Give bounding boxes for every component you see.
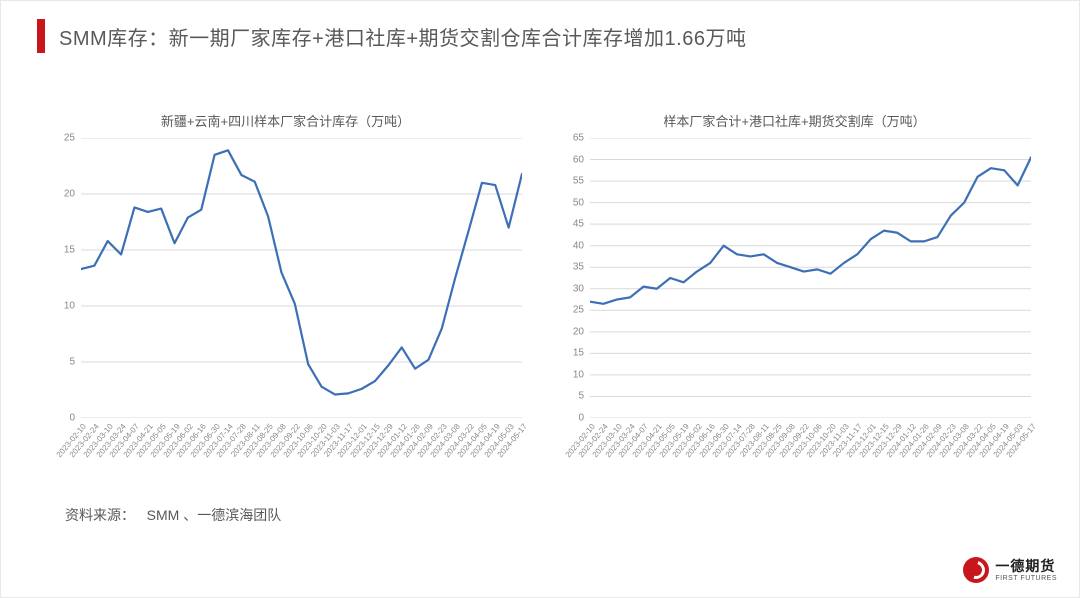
y-tick-label: 25 <box>573 305 584 316</box>
source-value: SMM 、一德滨海团队 <box>147 507 282 523</box>
source-label: 资料来源： <box>65 507 135 523</box>
chart-left-y-axis: 0510152025 <box>45 138 79 418</box>
logo-cn: 一德期货 <box>995 559 1057 573</box>
chart-right-title: 样本厂家合计+港口社库+期货交割库（万吨） <box>554 111 1035 130</box>
logo-text: 一德期货 FIRST FUTURES <box>995 559 1057 582</box>
y-tick-label: 45 <box>573 219 584 230</box>
y-tick-label: 60 <box>573 154 584 165</box>
chart-right: 样本厂家合计+港口社库+期货交割库（万吨） 0 5 10 15 20 25 30 35 40 45… <box>554 111 1035 491</box>
y-tick-label: 25 <box>64 133 75 144</box>
charts-row: 新疆+云南+四川样本厂家合计库存（万吨） 0 5 10 15 20 25 2023-02-… <box>45 111 1035 491</box>
y-tick-label: 20 <box>64 189 75 200</box>
page-title: SMM库存：新一期厂家库存+港口社库+期货交割仓库合计库存增加1.66万吨 <box>59 22 746 51</box>
accent-bar <box>37 19 45 53</box>
chart-right-x-axis: 2023-02-102023-02-242023-03-102023-03-24… <box>590 418 1031 482</box>
y-tick-label: 5 <box>578 391 584 402</box>
chart-left: 新疆+云南+四川样本厂家合计库存（万吨） 0 5 10 15 20 25 2023-02-… <box>45 111 526 491</box>
chart-left-plot <box>81 138 522 418</box>
y-tick-label: 35 <box>573 262 584 273</box>
y-tick-label: 50 <box>573 197 584 208</box>
y-tick-label: 10 <box>573 369 584 380</box>
logo-icon <box>963 557 989 583</box>
y-tick-label: 15 <box>573 348 584 359</box>
y-tick-label: 0 <box>69 413 75 424</box>
chart-left-title: 新疆+云南+四川样本厂家合计库存（万吨） <box>45 111 526 130</box>
y-tick-label: 55 <box>573 176 584 187</box>
chart-right-y-axis: 05101520253035404550556065 <box>554 138 588 418</box>
logo-en: FIRST FUTURES <box>995 575 1057 582</box>
slide-root: SMM库存：新一期厂家库存+港口社库+期货交割仓库合计库存增加1.66万吨 新疆… <box>0 0 1080 598</box>
y-tick-label: 20 <box>573 326 584 337</box>
y-tick-label: 30 <box>573 283 584 294</box>
y-tick-label: 0 <box>578 413 584 424</box>
chart-left-body: 0510152025 2023-02-102023-02-242023-03-1… <box>45 138 526 438</box>
y-tick-label: 10 <box>64 301 75 312</box>
y-tick-label: 65 <box>573 133 584 144</box>
chart-left-x-axis: 2023-02-102023-02-242023-03-102023-03-24… <box>81 418 522 482</box>
source-line: 资料来源： SMM 、一德滨海团队 <box>65 505 281 525</box>
y-tick-label: 5 <box>69 357 75 368</box>
y-tick-label: 15 <box>64 245 75 256</box>
chart-right-body: 05101520253035404550556065 2023-02-10202… <box>554 138 1035 438</box>
title-bar: SMM库存：新一期厂家库存+港口社库+期货交割仓库合计库存增加1.66万吨 <box>1 1 1079 53</box>
y-tick-label: 40 <box>573 240 584 251</box>
chart-right-plot <box>590 138 1031 418</box>
brand-logo: 一德期货 FIRST FUTURES <box>963 557 1057 583</box>
